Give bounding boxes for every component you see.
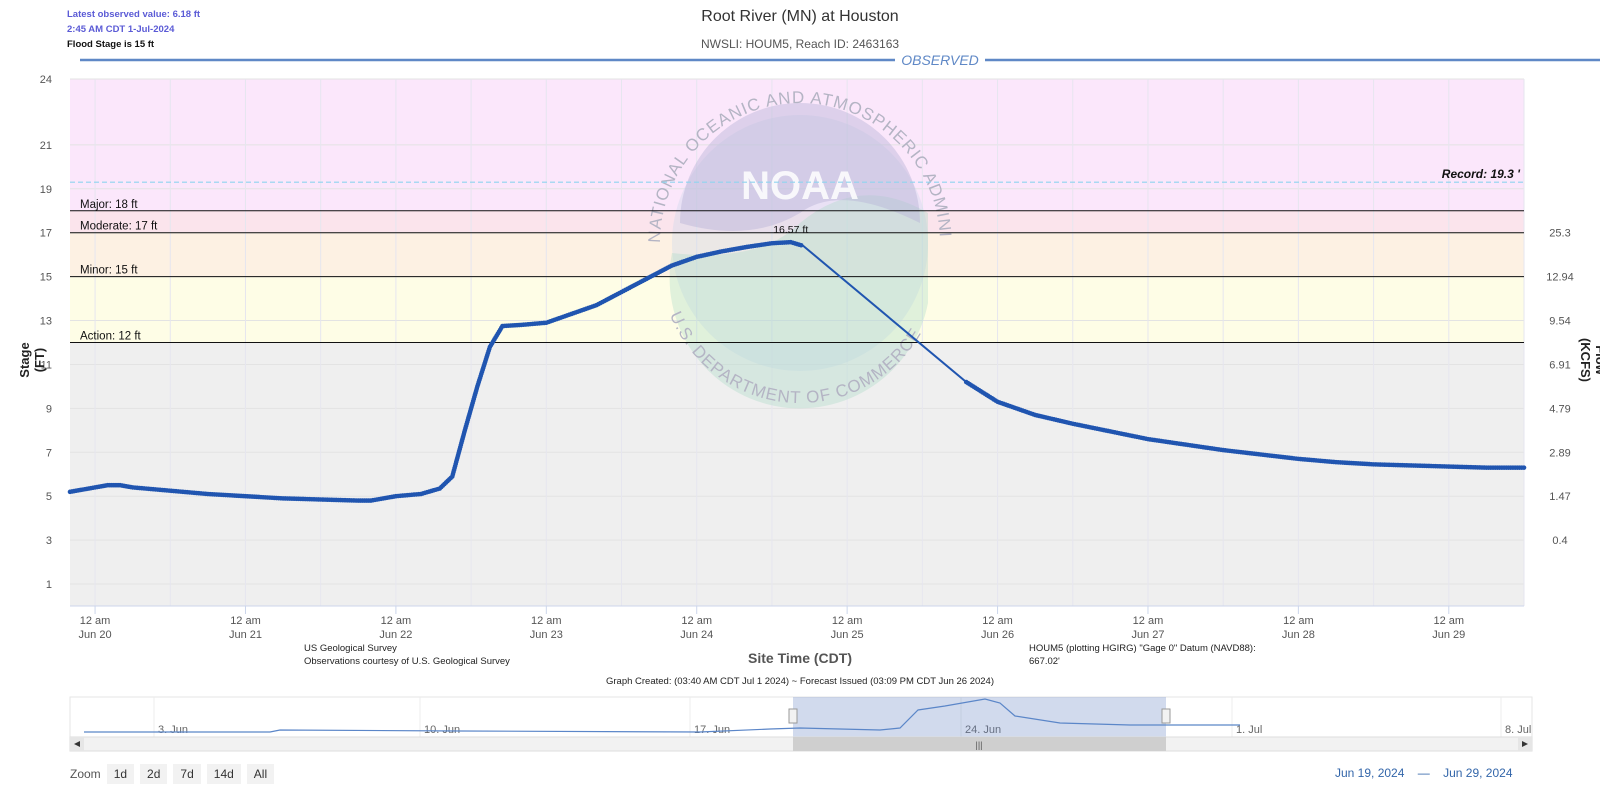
zoom-all-button[interactable]: All — [246, 764, 275, 784]
credit-datum: HOUM5 (plotting HGIRG) "Gage 0" Datum (N… — [1029, 642, 1256, 668]
y2-tick-label: 6.91 — [1549, 359, 1570, 371]
y-tick-label: 5 — [46, 491, 52, 503]
credit-source-line1: US Geological Survey — [304, 643, 397, 654]
x-tick-label-date: Jun 25 — [831, 629, 864, 641]
y-tick-label: 3 — [46, 535, 52, 547]
navigator-selection[interactable] — [793, 697, 1166, 737]
flood-stage-note: Flood Stage is 15 ft — [67, 39, 155, 50]
navigator-label: 17. Jun — [694, 724, 730, 736]
threshold-label-major: Major: 18 ft — [80, 199, 138, 211]
x-tick-label-time: 12 am — [1133, 615, 1164, 627]
navigator-scrollbar-thumb[interactable] — [793, 737, 1166, 751]
date-range: Jun 19, 2024 — Jun 29, 2024 — [1330, 766, 1518, 780]
navigator-label: 3. Jun — [158, 724, 188, 736]
range-separator: — — [1417, 766, 1430, 780]
band-moderate — [70, 232, 1524, 277]
x-tick-label-date: Jun 28 — [1282, 629, 1315, 641]
watermark-wave — [669, 195, 928, 409]
credit-source: US Geological Survey Observations courte… — [304, 642, 510, 668]
x-axis-title: Site Time (CDT) — [748, 650, 852, 666]
x-tick-label-time: 12 am — [381, 615, 412, 627]
navigator-label: 1. Jul — [1236, 724, 1262, 736]
latest-time: 2:45 AM CDT 1-Jul-2024 — [67, 24, 175, 35]
navigator-handle-right[interactable] — [1161, 708, 1171, 724]
navigator[interactable]: 3. Jun 10. Jun 17. Jun 24. Jun 1. Jul 8. Jul |… — [69, 696, 1533, 752]
x-tick-label-time: 12 am — [1434, 615, 1465, 627]
y2-tick-label: 2.89 — [1549, 447, 1570, 459]
x-tick-label-time: 12 am — [80, 615, 111, 627]
x-tick-label-time: 12 am — [982, 615, 1013, 627]
navigator-series — [84, 698, 1240, 733]
y-tick-label: 15 — [40, 272, 52, 284]
x-tick-label-date: Jun 26 — [981, 629, 1014, 641]
x-tick-label-time: 12 am — [832, 615, 863, 627]
threshold-label-action: Action: 12 ft — [80, 331, 142, 343]
observed-banner-label: OBSERVED — [901, 52, 979, 68]
x-tick-label-time: 12 am — [531, 615, 562, 627]
observed-stage-markers — [67, 239, 1527, 503]
y-tick-label: 17 — [40, 228, 52, 240]
zoom-1d-button[interactable]: 1d — [106, 764, 135, 784]
y-tick-label: 9 — [46, 403, 52, 415]
y-tick-label: 7 — [46, 447, 52, 459]
navigator-label: 10. Jun — [424, 724, 460, 736]
band-minor — [70, 276, 1524, 343]
credit-source-line2: Observations courtesy of U.S. Geological… — [304, 656, 510, 667]
x-tick-label-date: Jun 20 — [79, 629, 112, 641]
peak-label: 16.57 ft — [773, 224, 808, 236]
y-tick-label: 19 — [40, 184, 52, 196]
band-major — [70, 210, 1524, 233]
y2-tick-label: 12.94 — [1546, 272, 1574, 284]
y-tick-label: 21 — [40, 140, 52, 152]
credit-datum-line2: 667.02' — [1029, 656, 1060, 667]
x-tick-label-date: Jun 24 — [680, 629, 713, 641]
scroll-left-arrow-icon — [74, 741, 80, 747]
threshold-label-minor: Minor: 15 ft — [80, 265, 138, 277]
y2-tick-label: 4.79 — [1549, 403, 1570, 415]
x-tick-label-date: Jun 22 — [379, 629, 412, 641]
band-normal — [70, 342, 1524, 606]
x-tick-label-time: 12 am — [230, 615, 261, 627]
range-to[interactable]: Jun 29, 2024 — [1443, 766, 1513, 780]
navigator-label: 24. Jun — [965, 724, 1001, 736]
y2-tick-label: 0.4 — [1552, 535, 1567, 547]
graph-created-note: Graph Created: (03:40 AM CDT Jul 1 2024)… — [605, 676, 995, 687]
threshold-label-moderate: Moderate: 17 ft — [80, 221, 158, 233]
x-tick-label-time: 12 am — [681, 615, 712, 627]
y2-tick-label: 9.54 — [1549, 316, 1570, 328]
zoom-label: Zoom — [70, 767, 101, 781]
chart-subtitle: NWSLI: HOUM5, Reach ID: 2463163 — [700, 37, 900, 51]
scroll-right-arrow-icon — [1522, 741, 1528, 747]
y2-axis-title: Flow (KCFS) — [1578, 337, 1600, 383]
record-label: Record: 19.3 ' — [1442, 167, 1521, 181]
x-tick-label-date: Jun 27 — [1131, 629, 1164, 641]
scrollbar-grip-icon: ||| — [975, 740, 982, 750]
x-tick-label-date: Jun 21 — [229, 629, 262, 641]
y-tick-label: 13 — [40, 316, 52, 328]
x-tick-label-date: Jun 29 — [1432, 629, 1465, 641]
zoom-14d-button[interactable]: 14d — [206, 764, 241, 784]
y2-tick-label: 1.47 — [1549, 491, 1570, 503]
navigator-label: 8. Jul — [1505, 724, 1531, 736]
latest-value: Latest observed value: 6.18 ft — [67, 9, 201, 20]
zoom-7d-button[interactable]: 7d — [173, 764, 201, 784]
y-tick-label: 24 — [40, 74, 52, 86]
observed-stage-point — [1521, 465, 1527, 470]
y-tick-label: 1 — [46, 579, 52, 591]
y-tick-label: 11 — [41, 359, 52, 371]
chart-title: Root River (MN) at Houston — [701, 8, 899, 25]
x-tick-label-time: 12 am — [1283, 615, 1314, 627]
y-axis-title: Stage (FT) — [17, 342, 47, 378]
zoom-controls: Zoom 1d 2d 7d 14d All — [70, 764, 275, 784]
zoom-2d-button[interactable]: 2d — [140, 764, 168, 784]
watermark-sky — [680, 103, 920, 231]
x-tick-label-date: Jun 23 — [530, 629, 563, 641]
y2-tick-label: 25.3 — [1549, 228, 1570, 240]
credit-datum-line1: HOUM5 (plotting HGIRG) "Gage 0" Datum (N… — [1029, 643, 1256, 654]
watermark-logo-text: NOAA — [741, 164, 859, 208]
navigator-handle-left[interactable] — [788, 708, 798, 724]
observed-stage-point — [798, 242, 804, 248]
range-from[interactable]: Jun 19, 2024 — [1335, 766, 1405, 780]
